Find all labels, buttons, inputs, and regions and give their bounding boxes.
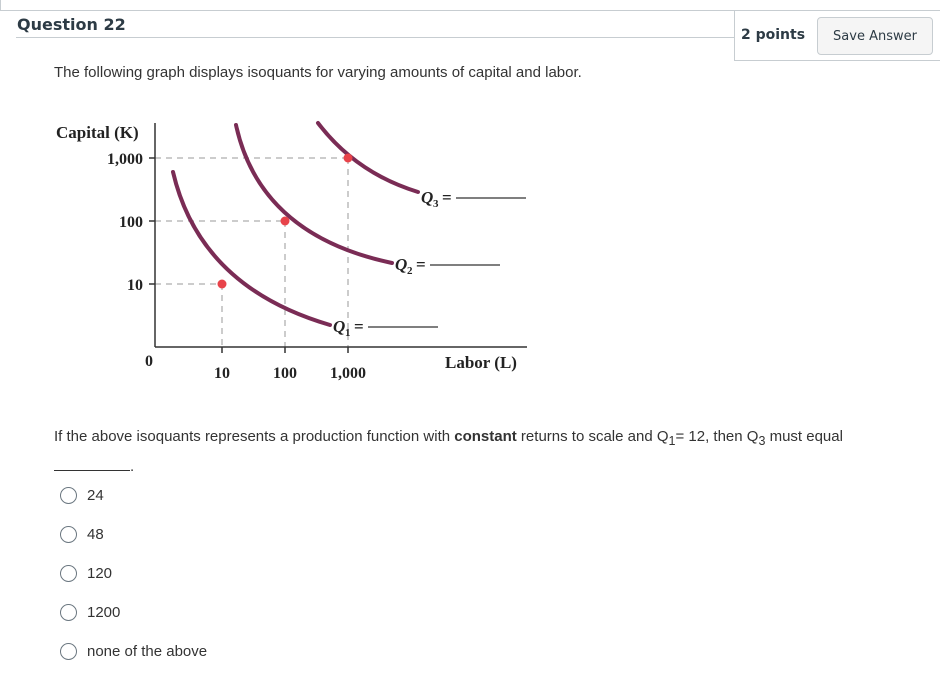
title-rule xyxy=(16,37,734,38)
origin-label: 0 xyxy=(145,353,153,370)
prompt-part3: = 12, then Q xyxy=(675,428,759,445)
question-prompt: If the above isoquants represents a prod… xyxy=(54,424,914,479)
option-label: 24 xyxy=(87,486,104,504)
x-axis-label: Labor (L) xyxy=(445,353,517,372)
q3-sub: 3 xyxy=(433,198,439,210)
points-box: 2 points Save Answer xyxy=(734,11,940,61)
prompt-bold: constant xyxy=(454,428,517,445)
q3-equals: = xyxy=(442,188,452,207)
prompt-q1-sub: 1 xyxy=(668,434,676,448)
y-tick-label-10: 10 xyxy=(127,277,143,294)
points-label: 2 points xyxy=(741,27,806,43)
option-none-of-the-above[interactable]: none of the above xyxy=(60,640,320,662)
option-1200[interactable]: 1200 xyxy=(60,601,320,623)
q2-letter: Q xyxy=(395,255,407,274)
radio-button[interactable] xyxy=(60,525,77,543)
q1-equals: = xyxy=(354,317,364,336)
save-answer-button[interactable]: Save Answer xyxy=(817,17,933,55)
isoquant-q2-curve xyxy=(234,123,394,265)
radio-button[interactable] xyxy=(60,603,77,621)
radio-button[interactable] xyxy=(60,486,77,504)
answer-blank xyxy=(54,457,130,471)
point-q3 xyxy=(343,153,353,163)
point-q2 xyxy=(280,216,290,226)
question-title: Question 22 xyxy=(17,15,126,34)
isoquant-q2-label: Q 2 = xyxy=(395,255,426,277)
option-label: 120 xyxy=(87,564,113,582)
isoquant-graph: Capital (K) 1,000 100 10 0 10 100 1,000 … xyxy=(56,121,527,382)
isoquant-q1-label: Q 1 = xyxy=(333,317,364,339)
q2-equals: = xyxy=(416,255,426,274)
axes xyxy=(149,123,527,353)
point-q1 xyxy=(217,279,227,289)
guide-lines xyxy=(155,157,349,347)
x-tick-label-1000: 1,000 xyxy=(330,365,366,382)
prompt-end: . xyxy=(130,458,135,475)
x-tick-label-100: 100 xyxy=(273,365,297,382)
prompt-part1: If the above isoquants represents a prod… xyxy=(54,428,455,445)
y-tick-label-100: 100 xyxy=(119,214,143,231)
header-top-rule xyxy=(0,10,940,11)
option-label: none of the above xyxy=(87,642,208,660)
option-label: 48 xyxy=(87,525,104,543)
radio-button[interactable] xyxy=(60,642,77,660)
isoquant-q3-curve xyxy=(316,121,420,194)
q1-sub: 1 xyxy=(345,327,351,339)
isoquant-q1-curve xyxy=(171,170,332,327)
q1-letter: Q xyxy=(333,317,345,336)
x-tick-label-10: 10 xyxy=(214,365,230,382)
y-axis-label: Capital (K) xyxy=(56,123,139,142)
y-tick-label-1000: 1,000 xyxy=(107,151,143,168)
prompt-part2: returns to scale and Q xyxy=(516,428,669,445)
option-48[interactable]: 48 xyxy=(60,523,320,545)
isoquant-q3-label: Q 3 = xyxy=(421,188,452,210)
question-header: Question 22 2 points Save Answer xyxy=(0,0,940,62)
question-intro: The following graph displays isoquants f… xyxy=(54,64,582,81)
radio-button[interactable] xyxy=(60,564,77,582)
option-label: 1200 xyxy=(87,603,121,621)
option-120[interactable]: 120 xyxy=(60,562,320,584)
header-left-rule xyxy=(0,0,1,11)
option-24[interactable]: 24 xyxy=(60,484,320,506)
prompt-q3-sub: 3 xyxy=(758,434,766,448)
prompt-part4: must equal xyxy=(765,428,843,445)
q2-sub: 2 xyxy=(407,265,413,277)
q3-letter: Q xyxy=(421,188,433,207)
